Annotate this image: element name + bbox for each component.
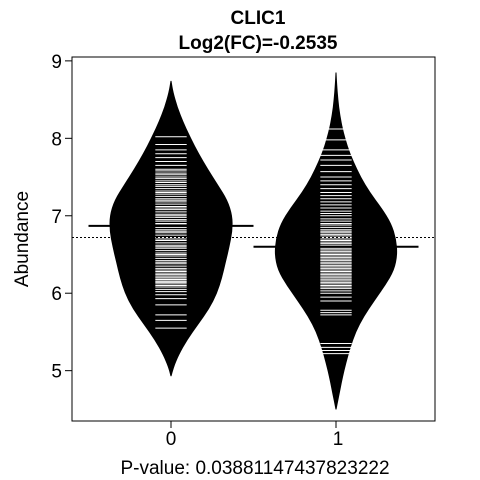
plot-area: 5 6 7 8 9 [51,52,436,428]
y-tick-label: 7 [51,207,62,228]
y-axis-label: Abundance [12,191,33,287]
y-tick-label: 9 [51,52,62,73]
y-tick-label: 8 [51,129,62,150]
x-axis-label: P-value: 0.03881147437823222 [120,458,389,479]
bean-shape-0 [109,80,233,377]
x-tick-label-0: 0 [166,429,177,450]
y-tick-label: 6 [51,284,62,305]
chart-subtitle: Log2(FC)=-0.2535 [179,33,338,54]
plot-frame [71,56,436,422]
x-tick-label-1: 1 [333,429,344,450]
chart-title: CLIC1 [231,8,286,29]
y-tick-label: 5 [51,362,62,383]
